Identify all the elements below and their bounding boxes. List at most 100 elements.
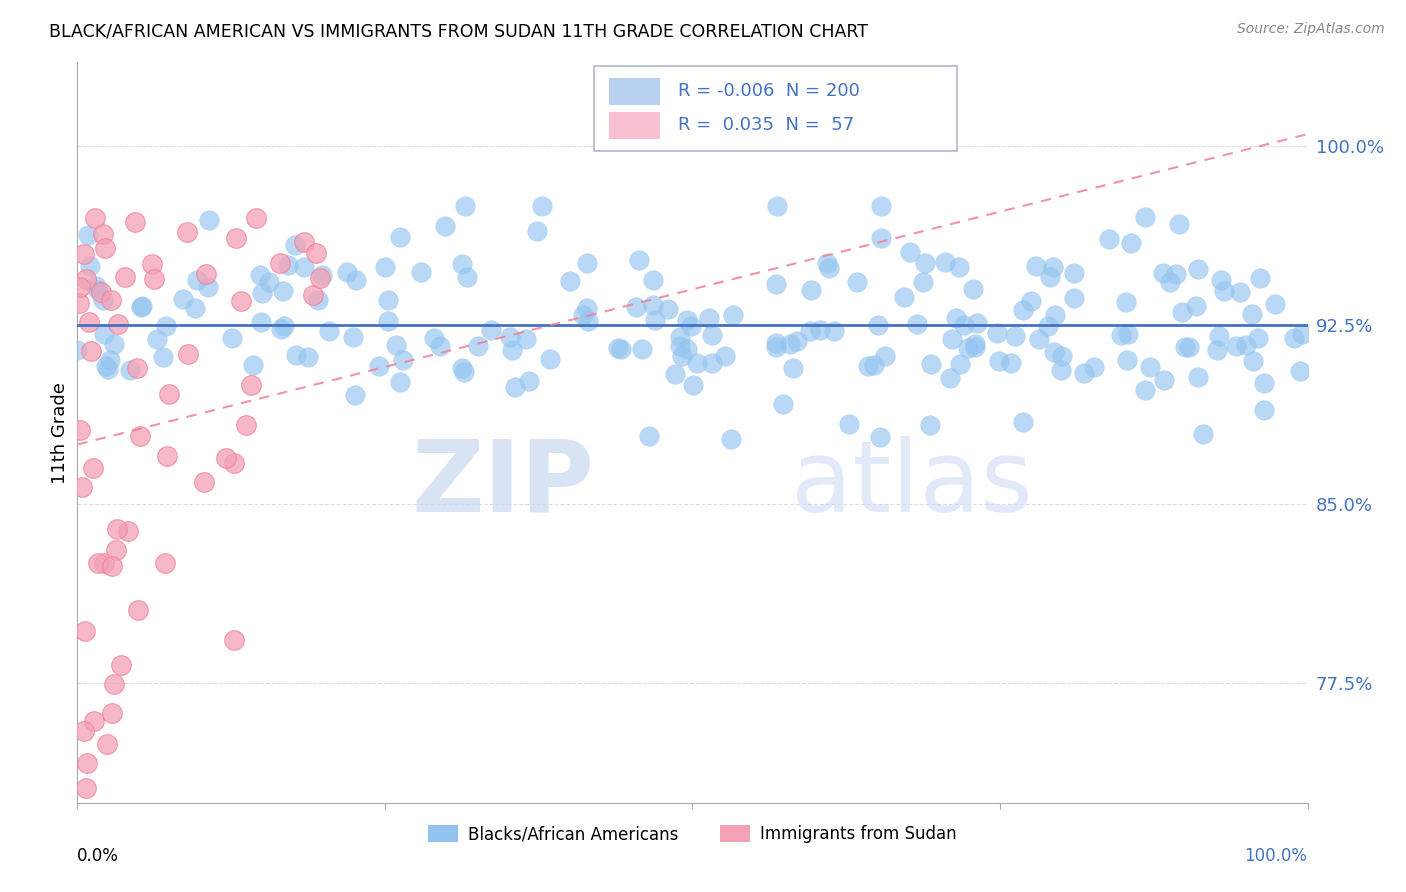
Point	[869, 429, 891, 443]
Point	[1167, 217, 1189, 231]
Point	[1118, 327, 1140, 342]
Point	[91, 227, 114, 241]
Point	[1206, 343, 1229, 358]
Point	[242, 359, 264, 373]
Point	[526, 224, 548, 238]
Point	[912, 276, 935, 290]
Point	[898, 244, 921, 259]
Point	[956, 341, 979, 355]
Point	[429, 339, 451, 353]
Point	[131, 299, 153, 313]
Point	[668, 330, 690, 344]
Point	[105, 523, 128, 537]
Point	[285, 348, 308, 362]
Point	[367, 359, 389, 373]
Point	[1038, 318, 1060, 333]
Point	[1253, 376, 1275, 391]
Point	[342, 330, 364, 344]
Point	[1184, 299, 1206, 313]
Point	[451, 361, 474, 376]
Point	[607, 341, 630, 355]
Point	[336, 265, 359, 279]
Point	[1012, 302, 1035, 317]
Point	[713, 349, 735, 363]
Point	[77, 315, 100, 329]
Point	[423, 331, 446, 345]
Point	[245, 211, 267, 226]
Point	[1212, 284, 1234, 298]
Point	[499, 330, 522, 344]
Point	[83, 211, 105, 226]
Point	[104, 543, 127, 558]
Point	[79, 343, 101, 358]
Point	[176, 225, 198, 239]
Point	[856, 359, 879, 373]
Point	[221, 331, 243, 345]
FancyBboxPatch shape	[595, 66, 957, 152]
Point	[141, 257, 163, 271]
Point	[503, 379, 526, 393]
Point	[668, 338, 690, 352]
Point	[117, 524, 139, 538]
Point	[155, 319, 177, 334]
Point	[305, 246, 328, 260]
Point	[800, 283, 823, 297]
Point	[610, 342, 633, 356]
Point	[198, 212, 221, 227]
Point	[641, 298, 664, 312]
Point	[945, 311, 967, 326]
Point	[1241, 353, 1264, 368]
Text: R = -0.006  N = 200: R = -0.006 N = 200	[678, 82, 859, 100]
Point	[145, 332, 167, 346]
Point	[949, 357, 972, 371]
Text: 0.0%: 0.0%	[77, 847, 120, 865]
Point	[1050, 363, 1073, 377]
Point	[292, 260, 315, 275]
Point	[720, 432, 742, 446]
Point	[75, 272, 97, 286]
Point	[100, 559, 122, 574]
Point	[1234, 338, 1257, 352]
Point	[1116, 353, 1139, 368]
Point	[893, 290, 915, 304]
Point	[273, 319, 295, 334]
Point	[277, 258, 299, 272]
Point	[152, 351, 174, 365]
Point	[409, 265, 432, 279]
Point	[1152, 266, 1174, 280]
Point	[93, 557, 115, 571]
Point	[107, 317, 129, 331]
Text: atlas: atlas	[792, 436, 1032, 533]
Point	[197, 279, 219, 293]
Point	[948, 260, 970, 274]
Point	[377, 293, 399, 307]
Point	[307, 293, 329, 308]
Point	[1028, 332, 1050, 346]
Point	[96, 359, 118, 374]
Point	[700, 356, 723, 370]
Point	[1253, 403, 1275, 417]
Point	[870, 199, 893, 213]
Point	[939, 370, 962, 384]
Point	[69, 423, 91, 437]
Point	[73, 723, 96, 738]
Point	[1025, 259, 1047, 273]
Point	[384, 338, 406, 352]
Point	[934, 255, 956, 269]
Point	[918, 417, 941, 432]
Point	[1187, 369, 1209, 384]
Point	[142, 272, 165, 286]
Point	[575, 255, 598, 269]
Point	[84, 279, 107, 293]
Point	[643, 273, 665, 287]
Point	[75, 781, 97, 796]
Text: Source: ZipAtlas.com: Source: ZipAtlas.com	[1237, 22, 1385, 37]
Point	[1153, 373, 1175, 387]
Point	[799, 324, 821, 338]
Point	[215, 450, 238, 465]
Point	[965, 339, 987, 353]
Point	[76, 227, 98, 242]
Point	[519, 374, 541, 388]
Point	[284, 237, 307, 252]
Point	[1174, 340, 1197, 354]
